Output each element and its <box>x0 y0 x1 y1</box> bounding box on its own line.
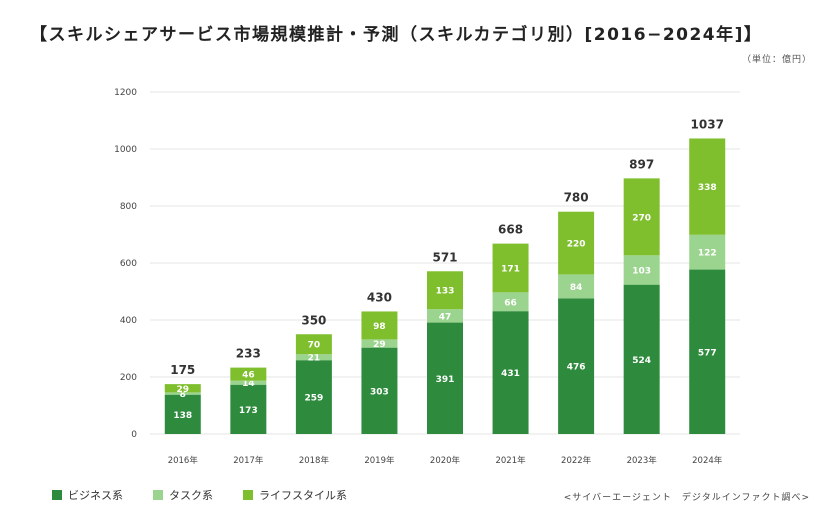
y-tick-label: 1000 <box>114 145 137 155</box>
legend-item-business: ビジネス系 <box>52 487 123 503</box>
bar-segment-business <box>427 322 463 434</box>
bar-segment-task <box>558 274 595 299</box>
legend-swatch-business <box>52 490 62 500</box>
bar-segment-lifestyle <box>623 178 660 256</box>
value-label-lifestyle: 98 <box>373 322 386 332</box>
y-tick-label: 800 <box>120 202 137 212</box>
legend-item-lifestyle: ライフスタイル系 <box>243 487 347 503</box>
bar-segment-lifestyle <box>492 243 529 293</box>
x-tick-label: 2019年 <box>364 455 395 466</box>
value-label-task: 47 <box>439 312 452 322</box>
total-label: 780 <box>564 191 589 205</box>
value-label-business: 173 <box>239 406 258 416</box>
bar-segment-business <box>623 284 660 434</box>
bar-segment-lifestyle <box>558 211 595 275</box>
y-tick-label: 600 <box>120 259 137 269</box>
x-tick-label: 2017年 <box>233 455 264 466</box>
value-label-lifestyle: 29 <box>177 385 190 395</box>
value-label-business: 138 <box>173 411 192 421</box>
bar-segment-lifestyle <box>361 311 398 340</box>
y-tick-label: 400 <box>120 316 137 326</box>
bar-segment-task <box>623 255 660 285</box>
legend-item-task: タスク系 <box>153 487 213 503</box>
value-label-lifestyle: 338 <box>698 183 717 193</box>
x-tick-label: 2016年 <box>168 455 199 466</box>
bar-segment-business <box>164 394 201 434</box>
bar-segment-business <box>689 269 726 434</box>
bar-segment-business <box>558 298 595 434</box>
chart-title: 【スキルシェアサービス市場規模推計・予測（スキルカテゴリ別）[2016−2024… <box>30 25 763 45</box>
value-label-task: 14 <box>242 379 255 389</box>
bar-segment-business <box>361 347 398 434</box>
y-tick-label: 0 <box>131 430 137 440</box>
x-tick-label: 2024年 <box>692 455 723 466</box>
total-label: 897 <box>629 157 654 171</box>
bar-segment-task <box>230 380 267 385</box>
bar-segment-lifestyle <box>427 271 463 310</box>
total-label: 430 <box>367 290 392 304</box>
legend: ビジネス系 タスク系 ライフスタイル系 <box>52 487 347 503</box>
unit-note: （単位：億円） <box>741 55 812 65</box>
legend-label-lifestyle: ライフスタイル系 <box>259 489 347 502</box>
legend-label-business: ビジネス系 <box>68 489 123 502</box>
value-label-business: 303 <box>370 387 389 397</box>
total-label: 350 <box>301 313 326 327</box>
x-tick-label: 2018年 <box>299 455 330 466</box>
value-label-lifestyle: 220 <box>567 240 586 250</box>
legend-swatch-lifestyle <box>243 490 253 500</box>
bar-segment-business <box>230 384 267 434</box>
total-label: 571 <box>432 250 457 264</box>
y-tick-label: 1200 <box>114 88 137 98</box>
y-tick-label: 200 <box>120 373 137 383</box>
bar-segment-business <box>295 360 332 434</box>
value-label-task: 8 <box>180 390 186 400</box>
value-label-business: 391 <box>436 375 455 385</box>
source-note: <サイバーエージェント デジタルインファクト調べ> <box>563 493 810 503</box>
value-label-business: 476 <box>567 363 586 373</box>
legend-swatch-task <box>153 490 163 500</box>
value-label-task: 84 <box>570 283 583 293</box>
total-label: 1037 <box>691 117 724 131</box>
bar-segment-lifestyle <box>295 334 332 355</box>
x-tick-label: 2021年 <box>495 455 526 466</box>
bar-segment-task <box>427 309 463 323</box>
value-label-task: 122 <box>698 249 717 259</box>
value-label-business: 577 <box>698 348 717 358</box>
value-label-lifestyle: 133 <box>436 287 455 297</box>
bar-segment-lifestyle <box>230 367 267 381</box>
bar-segment-lifestyle <box>164 384 201 393</box>
bar-segment-task <box>689 234 726 270</box>
value-label-task: 29 <box>373 340 386 350</box>
bar-segment-task <box>295 354 332 361</box>
x-tick-label: 2020年 <box>430 455 461 466</box>
value-label-business: 259 <box>304 394 323 404</box>
value-label-lifestyle: 270 <box>632 213 651 223</box>
value-label-task: 103 <box>632 266 651 276</box>
value-label-business: 431 <box>501 369 520 379</box>
total-label: 175 <box>170 363 195 377</box>
value-label-task: 21 <box>308 354 321 364</box>
bar-segment-business <box>492 311 529 434</box>
bar-segment-task <box>164 392 201 395</box>
bar-segment-lifestyle <box>689 138 726 235</box>
total-label: 233 <box>236 347 261 361</box>
value-label-lifestyle: 46 <box>242 371 255 381</box>
value-label-lifestyle: 171 <box>501 264 520 274</box>
value-label-task: 66 <box>504 298 517 308</box>
value-label-lifestyle: 70 <box>308 341 321 351</box>
legend-label-task: タスク系 <box>169 489 213 502</box>
x-tick-label: 2022年 <box>561 455 592 466</box>
bar-segment-task <box>492 292 529 312</box>
total-label: 668 <box>498 223 523 237</box>
x-tick-label: 2023年 <box>627 455 658 466</box>
bar-segment-task <box>361 339 398 348</box>
value-label-business: 524 <box>632 356 651 366</box>
